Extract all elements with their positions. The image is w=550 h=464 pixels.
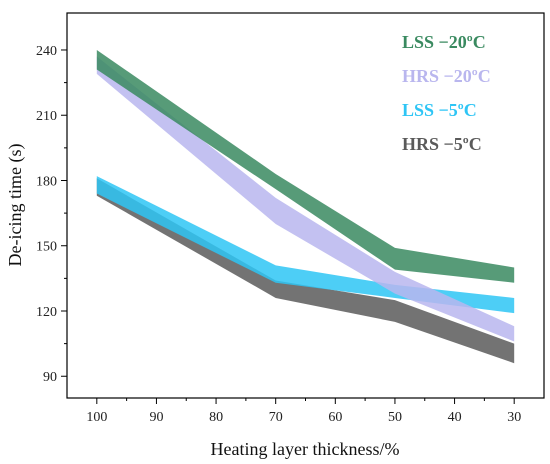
- legend-entry-4: HRS −5ºC: [402, 134, 482, 154]
- legend-entry-3: LSS −5ºC: [402, 100, 477, 120]
- y-tick-label: 120: [36, 305, 57, 320]
- y-axis-title: De-icing time (s): [5, 144, 26, 267]
- y-tick-label: 240: [36, 44, 57, 59]
- band-3: [96, 176, 515, 314]
- y-tick-label: 180: [36, 174, 57, 189]
- legend: LSS −20ºC HRS −20ºC LSS −5ºC HRS −5ºC: [402, 32, 491, 154]
- x-tick-label: 100: [86, 410, 107, 425]
- y-tick-label: 90: [43, 370, 57, 385]
- x-tick-label: 40: [448, 410, 462, 425]
- legend-entry-2: HRS −20ºC: [402, 66, 491, 86]
- y-tick-label: 150: [36, 240, 57, 255]
- data-bands: [96, 49, 515, 364]
- y-axis-ticks: 90 120 150 180 210 240: [36, 44, 67, 385]
- x-axis-title: Heating layer thickness/%: [211, 439, 400, 459]
- x-tick-label: 90: [149, 410, 163, 425]
- x-tick-label: 70: [269, 410, 283, 425]
- legend-entry-1: LSS −20ºC: [402, 32, 486, 52]
- x-tick-label: 60: [328, 410, 342, 425]
- x-tick-label: 80: [209, 410, 223, 425]
- x-tick-label: 50: [388, 410, 402, 425]
- band-2: [96, 56, 515, 342]
- y-tick-label: 210: [36, 109, 57, 124]
- x-tick-label: 30: [507, 410, 521, 425]
- x-axis-ticks: 100 90 80 70 60 50 40 30: [86, 398, 521, 425]
- band-4: [96, 178, 515, 364]
